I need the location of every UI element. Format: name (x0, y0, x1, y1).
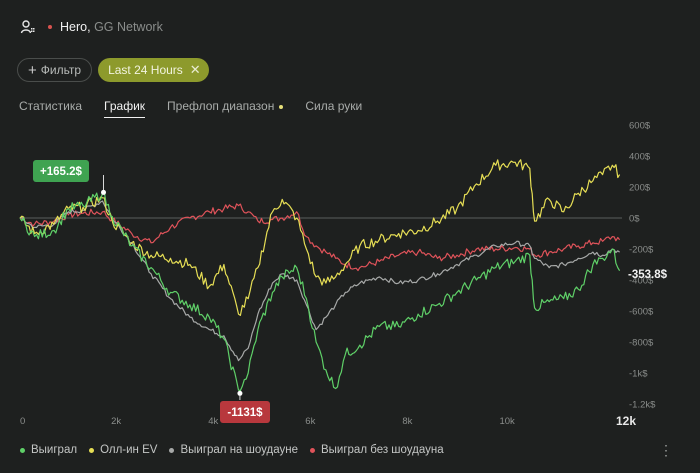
filter-bar: + Фильтр Last 24 Hours ✕ (17, 58, 209, 82)
tab-preflop-range[interactable]: Префлоп диапазон (167, 99, 284, 118)
profit-chart[interactable]: 600$ 400$ 200$ 0$ -200$ -400$ -600$ -800$ -1k$ -1… (0, 120, 700, 435)
min-label: -1131$ (227, 407, 263, 419)
status-dot (48, 25, 52, 29)
max-label: +165.2$ (40, 166, 82, 178)
tab-graph[interactable]: График (104, 99, 146, 118)
legend-dot (89, 447, 95, 453)
max-point (101, 189, 107, 195)
user-icon[interactable] (20, 19, 36, 35)
tab-statistics[interactable]: Статистика (19, 99, 83, 113)
plus-icon: + (28, 61, 37, 79)
legend-item-showdown[interactable]: Выиграл на шоудауне (169, 444, 298, 456)
y-tick-label: -400$ (629, 276, 654, 287)
more-vertical-icon[interactable]: ⋮ (659, 442, 673, 458)
new-indicator-dot (279, 104, 284, 109)
series-line-won (19, 192, 621, 392)
y-tick-label: -200$ (629, 245, 654, 256)
x-tick-label: 8k (402, 416, 412, 427)
y-tick-label: -1.2k$ (629, 400, 656, 411)
header: Hero, GG Network (20, 17, 163, 37)
tab-bar: Статистика График Префлоп диапазон Сила … (19, 99, 384, 118)
legend-item-no-showdown[interactable]: Выиграл без шоудауна (309, 444, 444, 456)
end-value-label: -353.8$ (628, 269, 668, 281)
legend-item-won[interactable]: Выиграл (20, 444, 77, 456)
tab-hand-strength[interactable]: Сила руки (305, 99, 363, 113)
min-label-badge (220, 401, 270, 423)
y-tick-label: -1k$ (629, 369, 648, 380)
y-tick-label: -800$ (629, 338, 654, 349)
y-tick-label: 600$ (629, 121, 651, 132)
add-filter-button[interactable]: + Фильтр (17, 58, 93, 82)
y-tick-label: -600$ (629, 307, 654, 318)
legend-dot (169, 447, 175, 453)
date-filter-chip[interactable]: Last 24 Hours ✕ (98, 58, 209, 82)
x-tick-label: 4k (208, 416, 218, 427)
network-name: GG Network (94, 20, 163, 34)
player-name[interactable]: Hero, GG Network (60, 20, 163, 34)
series-line-showdown (19, 200, 620, 362)
close-icon[interactable]: ✕ (189, 62, 201, 77)
legend-dot (309, 447, 315, 453)
y-tick-label: 400$ (629, 152, 651, 163)
max-label-badge (33, 160, 89, 182)
add-filter-label: Фильтр (40, 63, 82, 77)
x-tick-label: 6k (305, 416, 315, 427)
x-tick-label: 2k (111, 416, 121, 427)
legend: Выиграл Олл-ин EV Выиграл на шоудауне Вы… (20, 444, 444, 456)
min-point (237, 390, 243, 396)
date-filter-label: Last 24 Hours (108, 63, 183, 77)
x-tick-label: 12k (616, 414, 636, 428)
series-line-allin-ev (19, 159, 621, 316)
y-tick-label: 0$ (629, 214, 640, 225)
y-tick-label: 200$ (629, 183, 651, 194)
legend-item-allin-ev[interactable]: Олл-ин EV (89, 444, 157, 456)
x-tick-label: 10k (499, 416, 515, 427)
legend-dot (20, 447, 25, 453)
x-tick-label: 0 (20, 416, 25, 427)
